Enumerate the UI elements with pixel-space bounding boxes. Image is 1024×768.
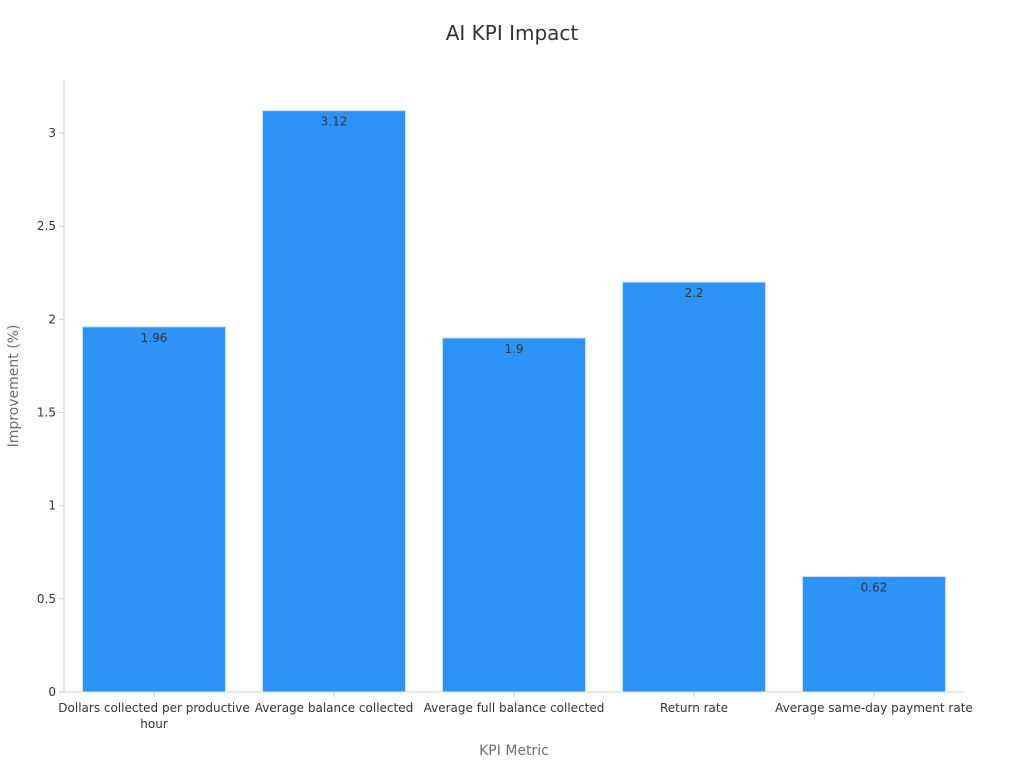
y-axis-ticks: 0 0.5 1 1.5 2 2.5 3 [37, 126, 64, 699]
bar [802, 575, 946, 693]
x-axis-ticks: Dollars collected per productive hour Aver… [58, 692, 973, 731]
x-tick-label: Dollars collected per productive hour [58, 701, 249, 731]
bar-value-label: 3.12 [321, 115, 348, 129]
y-tick-label: 1 [48, 499, 56, 513]
bar-value-label: 1.9 [504, 342, 523, 356]
bar-value-label: 0.62 [861, 580, 888, 594]
x-tick-label: Average full balance collected [424, 701, 605, 715]
x-axis-title: KPI Metric [479, 743, 549, 759]
y-tick-label: 2.5 [37, 219, 56, 233]
y-tick-label: 0 [48, 685, 56, 699]
bar [262, 110, 406, 693]
bar-value-label: 2.2 [684, 286, 703, 300]
bar [82, 326, 226, 693]
bar-value-label: 1.96 [141, 331, 168, 345]
y-tick-label: 0.5 [37, 592, 56, 606]
x-tick-label: Average balance collected [255, 701, 413, 715]
bar [442, 337, 586, 693]
bar [622, 281, 766, 693]
y-tick-label: 1.5 [37, 406, 56, 420]
x-tick-label: Return rate [660, 701, 728, 715]
chart-title: AI KPI Impact [446, 21, 579, 45]
y-tick-label: 3 [48, 126, 56, 140]
bar-series: 1.96 3.12 1.9 2.2 0.62 [82, 110, 946, 693]
x-tick-label: Average same-day payment rate [775, 701, 973, 715]
y-tick-label: 2 [48, 312, 56, 326]
y-axis-title: Improvement (%) [6, 325, 22, 448]
